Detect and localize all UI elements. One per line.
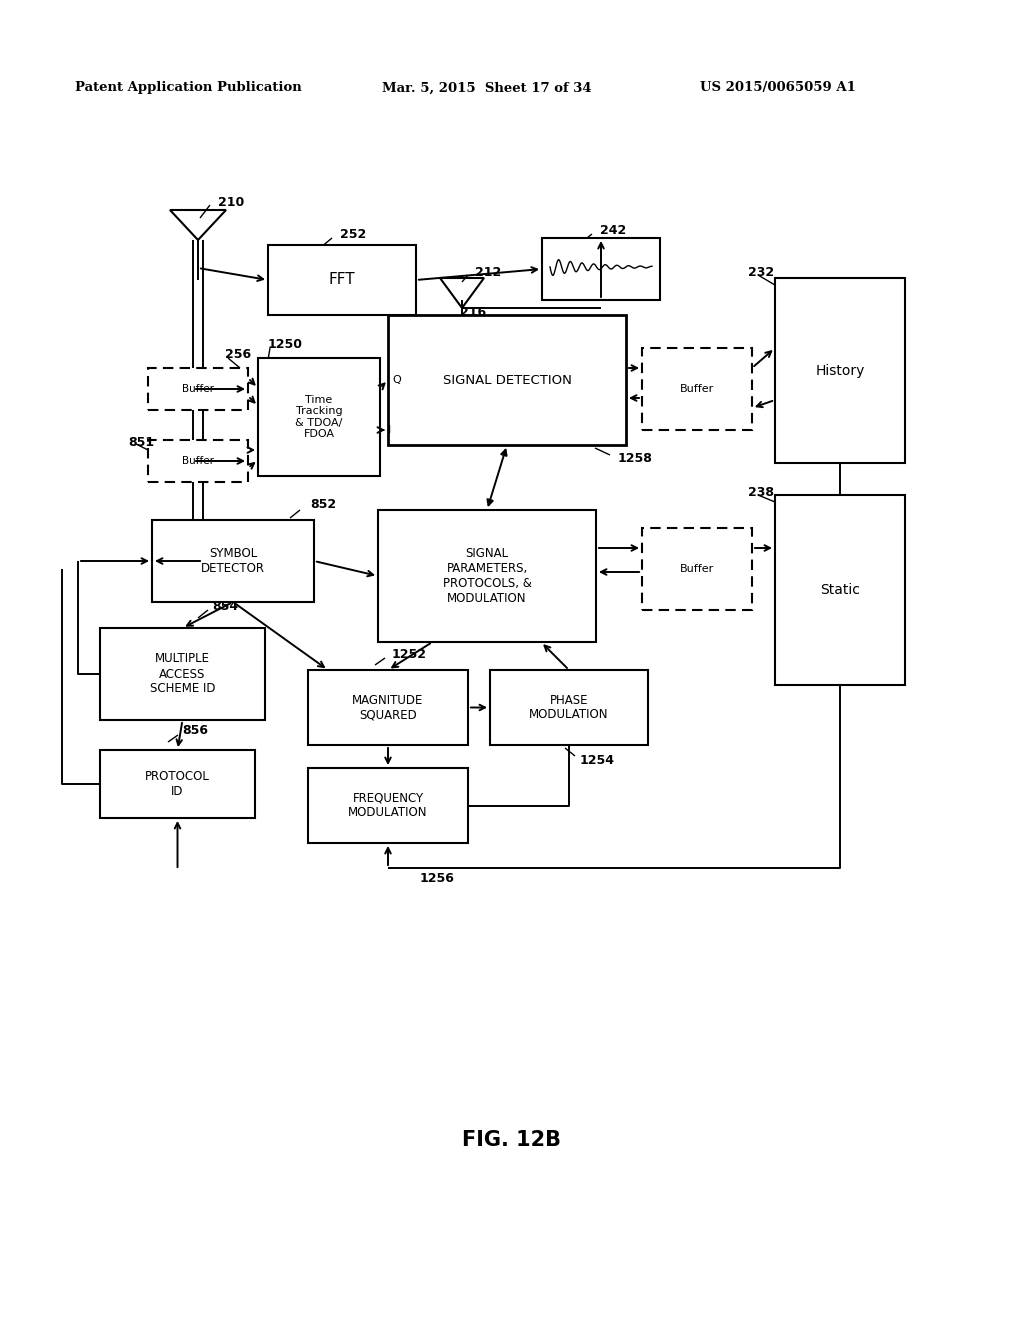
Bar [642, 348, 752, 430]
Text: SYMBOL
DETECTOR: SYMBOL DETECTOR [201, 546, 265, 576]
Text: MAGNITUDE
SQUARED: MAGNITUDE SQUARED [352, 693, 424, 722]
Bar [258, 358, 380, 477]
Text: 854: 854 [212, 599, 239, 612]
Text: SIGNAL DETECTION: SIGNAL DETECTION [442, 374, 571, 387]
Bar [775, 279, 905, 463]
Bar [308, 671, 468, 744]
Text: I: I [388, 425, 391, 436]
Bar [308, 768, 468, 843]
Text: 1252: 1252 [392, 648, 427, 660]
Text: 1254: 1254 [580, 754, 615, 767]
Text: 242: 242 [600, 223, 627, 236]
Text: US 2015/0065059 A1: US 2015/0065059 A1 [700, 82, 856, 95]
Bar [490, 671, 648, 744]
Text: 856: 856 [182, 725, 208, 738]
Text: 1256: 1256 [420, 871, 455, 884]
Text: Time
Tracking
& TDOA/
FDOA: Time Tracking & TDOA/ FDOA [295, 395, 343, 440]
Text: Patent Application Publication: Patent Application Publication [75, 82, 302, 95]
Bar [100, 750, 255, 818]
Text: SIGNAL
PARAMETERS,
PROTOCOLS, &
MODULATION: SIGNAL PARAMETERS, PROTOCOLS, & MODULATI… [442, 546, 531, 605]
Bar [100, 628, 265, 719]
Text: Buffer: Buffer [680, 384, 714, 393]
Text: FIG. 12B: FIG. 12B [463, 1130, 561, 1150]
Text: Static: Static [820, 583, 860, 597]
Text: 1250: 1250 [268, 338, 303, 351]
Bar [775, 495, 905, 685]
Text: 256: 256 [225, 348, 251, 362]
Bar [388, 315, 626, 445]
Text: PHASE
MODULATION: PHASE MODULATION [529, 693, 608, 722]
Bar [148, 368, 248, 411]
Text: 252: 252 [340, 228, 367, 242]
Text: Mar. 5, 2015  Sheet 17 of 34: Mar. 5, 2015 Sheet 17 of 34 [382, 82, 592, 95]
Text: Q: Q [392, 375, 400, 385]
Bar [542, 238, 660, 300]
Text: PROTOCOL
ID: PROTOCOL ID [145, 770, 210, 799]
Text: MULTIPLE
ACCESS
SCHEME ID: MULTIPLE ACCESS SCHEME ID [150, 652, 215, 696]
Text: Buffer: Buffer [680, 564, 714, 574]
Bar [152, 520, 314, 602]
Bar [378, 510, 596, 642]
Text: 232: 232 [748, 265, 774, 279]
Text: 1258: 1258 [618, 451, 653, 465]
Text: 238: 238 [748, 486, 774, 499]
Bar [642, 528, 752, 610]
Text: 210: 210 [218, 195, 245, 209]
Text: 212: 212 [475, 265, 502, 279]
Text: 851: 851 [128, 436, 155, 449]
Text: History: History [815, 363, 864, 378]
Text: FREQUENCY
MODULATION: FREQUENCY MODULATION [348, 792, 428, 820]
Text: 852: 852 [310, 499, 336, 511]
Bar [268, 246, 416, 315]
Text: 216: 216 [460, 305, 486, 318]
Text: Buffer: Buffer [182, 384, 214, 393]
Bar [148, 440, 248, 482]
Text: Buffer: Buffer [182, 455, 214, 466]
Text: FFT: FFT [329, 272, 355, 288]
